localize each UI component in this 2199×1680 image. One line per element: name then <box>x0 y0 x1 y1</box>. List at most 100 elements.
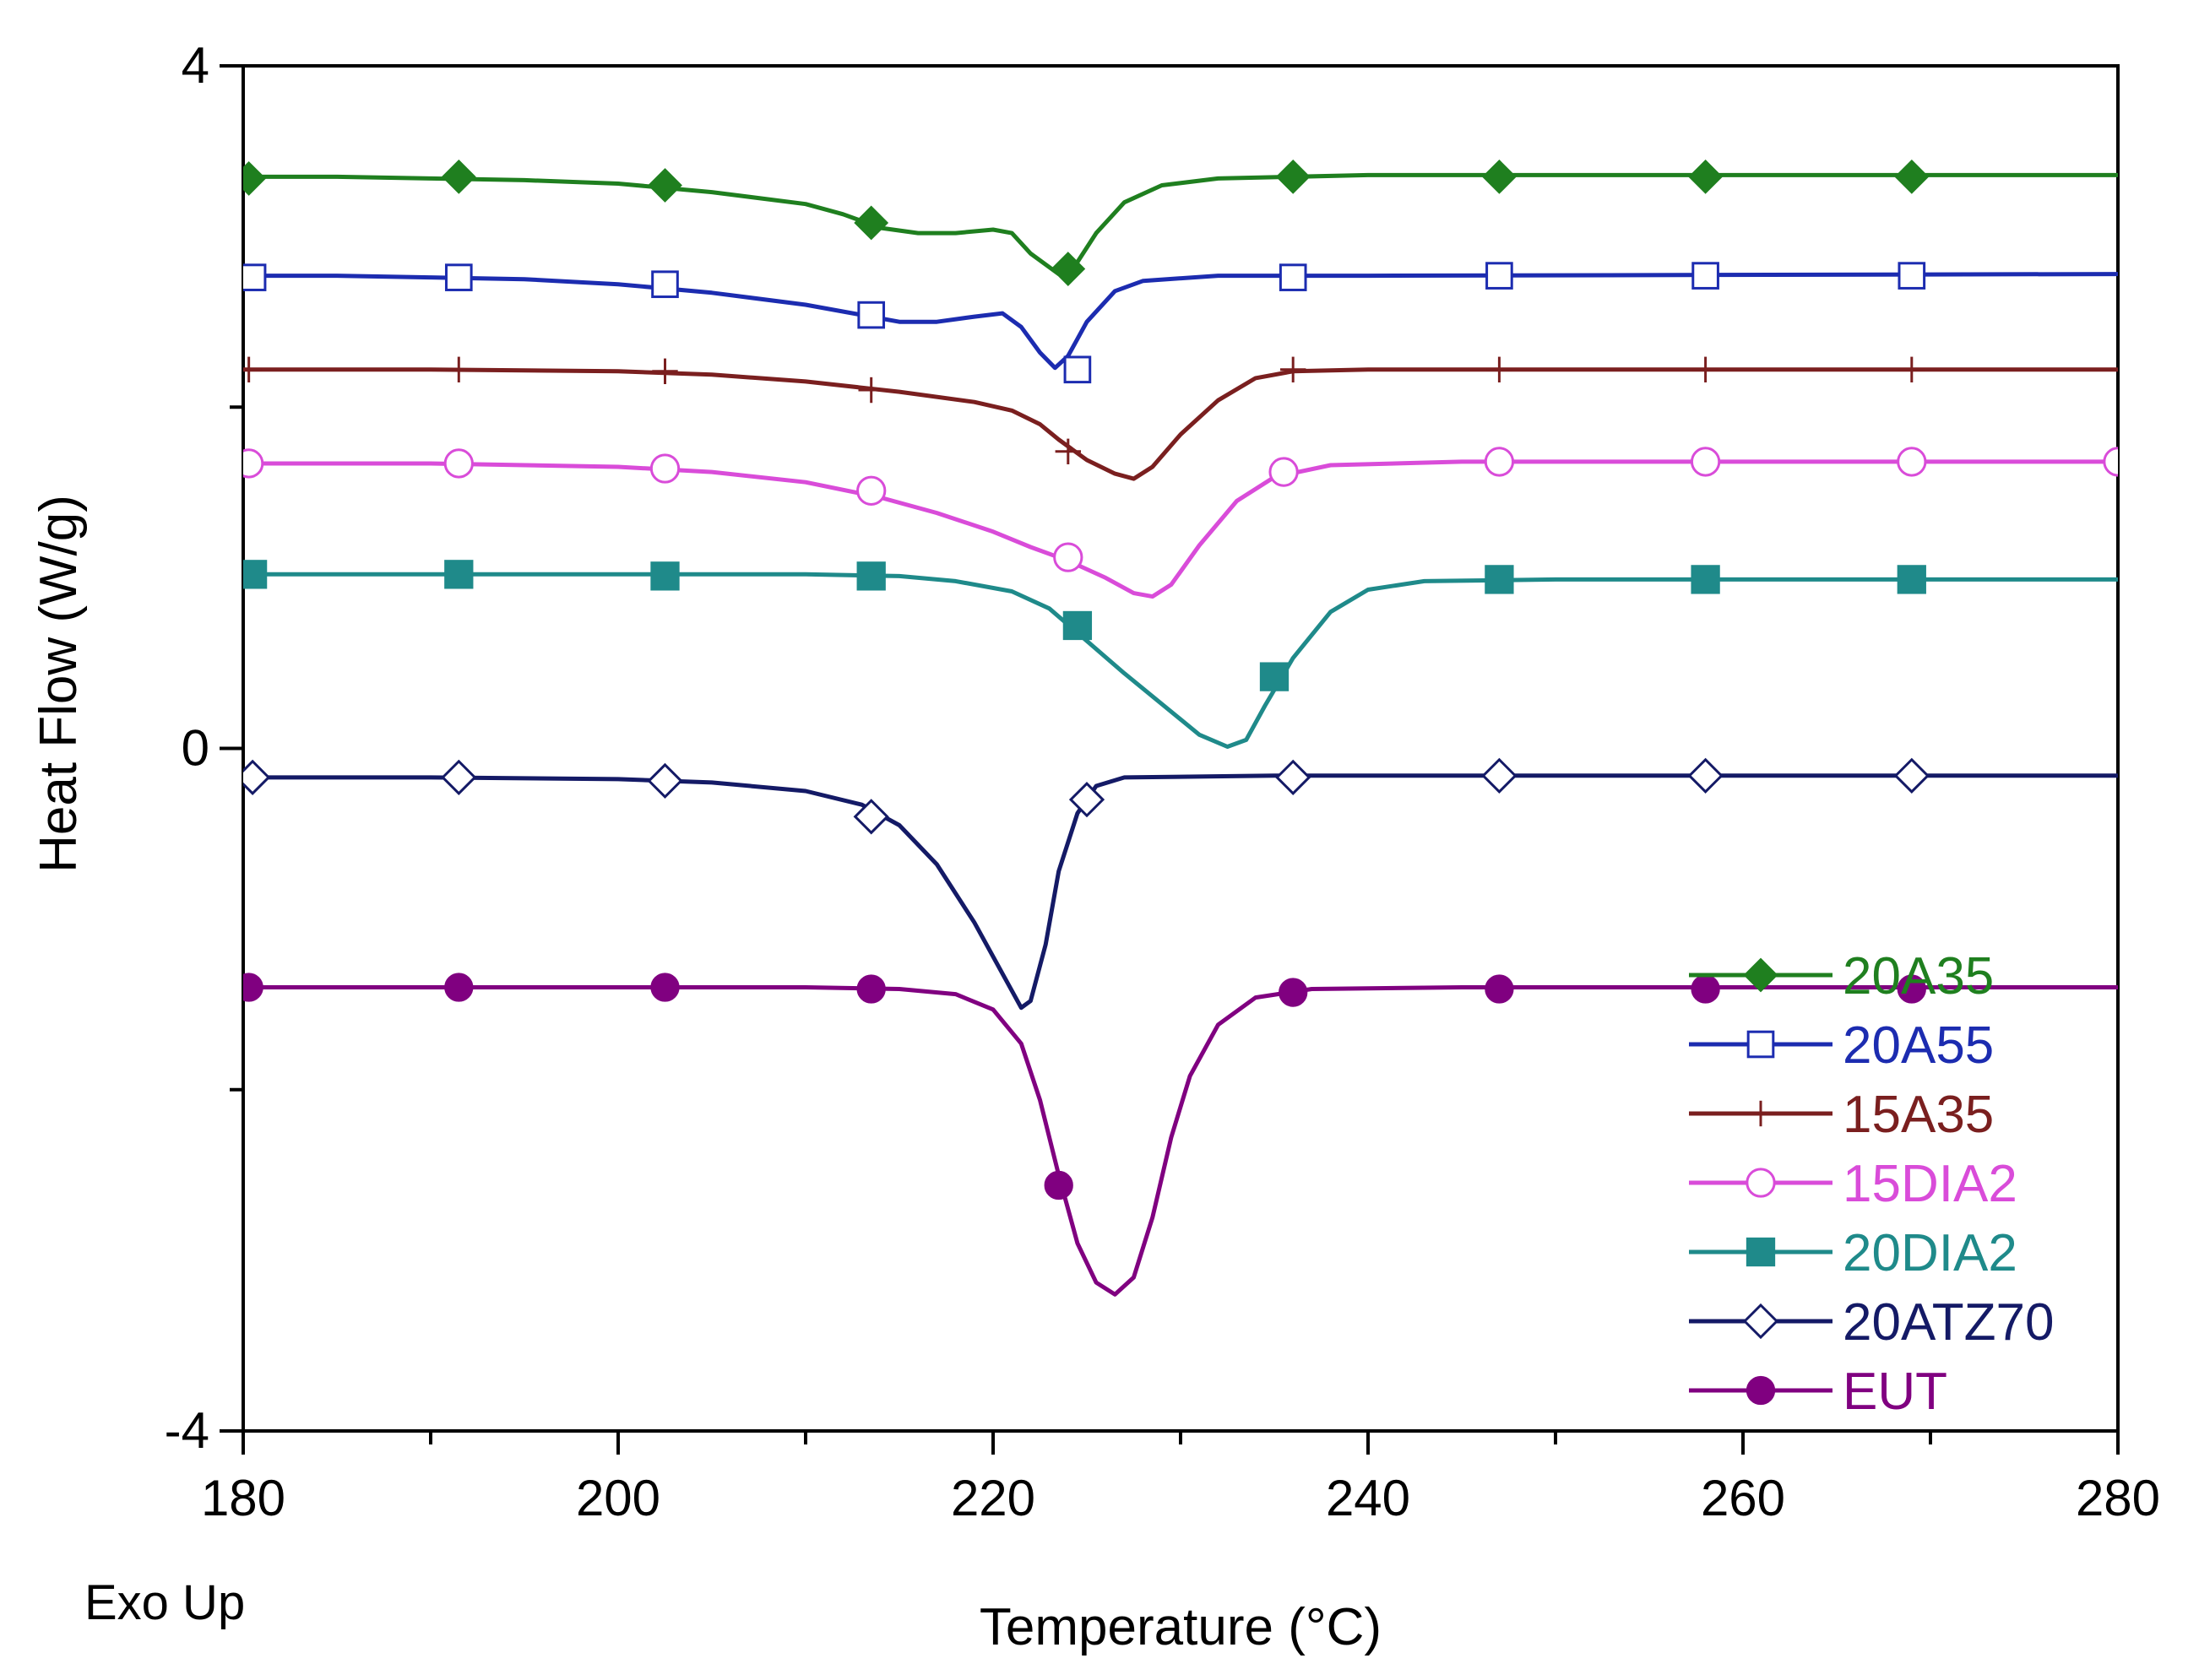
legend-label: 20A35 <box>1843 947 1994 1005</box>
data-point-20DIA2 <box>243 560 268 589</box>
series-line-20A35 <box>243 172 2118 277</box>
legend-entry: 20A35 <box>1689 947 1994 1005</box>
legend-entry: 20DIA2 <box>1689 1224 2017 1282</box>
data-point-20DIA2 <box>1485 565 1514 594</box>
data-point-20A55 <box>1485 262 1513 290</box>
x-tick-label: 180 <box>201 1470 285 1526</box>
legend-label: 15A35 <box>1843 1086 1994 1144</box>
legend: 20A35 20A55 15A35 15DIA2 20DIA2 20ATZ70 EUT <box>1689 947 2054 1421</box>
data-point-20A55 <box>651 270 679 299</box>
data-point-20A35 <box>243 160 267 196</box>
data-point-20A55 <box>243 263 267 291</box>
data-point-15DIA2 <box>243 448 264 479</box>
legend-marker <box>1746 1030 1775 1059</box>
data-point-20DIA2 <box>856 561 886 591</box>
data-point-15DIA2 <box>1268 457 1299 487</box>
plot-frame <box>242 64 2120 1433</box>
legend-label: 15DIA2 <box>1843 1155 2017 1213</box>
data-point-20DIA2 <box>1259 662 1290 691</box>
legend-entry: 15DIA2 <box>1689 1155 2017 1213</box>
data-point-15DIA2 <box>1897 447 1927 477</box>
data-point-20DIA2 <box>1897 565 1926 594</box>
data-point-15DIA2 <box>1053 542 1083 572</box>
data-point-15A35 <box>1280 356 1306 382</box>
data-point-20ATZ70 <box>1275 759 1311 795</box>
legend-marker <box>1746 1168 1776 1198</box>
data-point-15A35 <box>858 377 884 404</box>
data-point-EUT <box>444 973 474 1002</box>
data-point-20ATZ70 <box>1068 782 1105 818</box>
data-point-EUT <box>856 974 886 1004</box>
data-point-20A55 <box>1279 263 1307 291</box>
data-point-20A55 <box>857 301 886 329</box>
x-tick-label: 200 <box>576 1470 660 1526</box>
data-point-20A35 <box>441 159 476 194</box>
y-tick-label: 4 <box>182 37 209 94</box>
legend-entry: 20ATZ70 <box>1689 1293 2054 1352</box>
legend-label: EUT <box>1843 1363 1947 1421</box>
series-line-20DIA2 <box>243 572 2118 749</box>
data-point-20A35 <box>1275 159 1311 194</box>
x-tick-label: 280 <box>2076 1470 2160 1526</box>
data-point-20A55 <box>1063 355 1092 384</box>
legend-entry: EUT <box>1689 1363 1947 1421</box>
data-point-20A35 <box>1051 252 1086 286</box>
data-point-20DIA2 <box>1691 565 1720 594</box>
data-point-20DIA2 <box>444 560 474 589</box>
data-point-20ATZ70 <box>1687 757 1724 794</box>
data-point-20DIA2 <box>1062 610 1093 641</box>
data-point-20ATZ70 <box>1481 757 1518 794</box>
legend-label: 20A55 <box>1843 1016 1994 1075</box>
data-point-EUT <box>1691 974 1720 1004</box>
legend-marker <box>1747 1100 1774 1127</box>
data-point-20A35 <box>1481 159 1517 194</box>
data-point-EUT <box>243 973 263 1002</box>
data-point-20A55 <box>444 263 473 291</box>
data-point-20DIA2 <box>650 561 680 591</box>
data-point-15A35 <box>1898 356 1925 382</box>
legend-marker <box>1746 1375 1776 1406</box>
data-point-15DIA2 <box>1484 447 1515 477</box>
data-point-15A35 <box>446 356 472 382</box>
x-tick-label: 220 <box>951 1470 1035 1526</box>
data-point-15DIA2 <box>1690 447 1721 477</box>
data-point-15A35 <box>1055 438 1081 465</box>
series-line-15A35 <box>243 367 2118 481</box>
data-point-15DIA2 <box>856 475 887 506</box>
data-point-EUT <box>1897 974 1926 1004</box>
series-line-EUT <box>243 985 2118 1297</box>
data-point-20A55 <box>1898 262 1926 290</box>
data-point-20A35 <box>1688 159 1724 194</box>
data-point-EUT <box>650 973 680 1002</box>
legend-entry: 15A35 <box>1689 1086 1994 1144</box>
data-point-15A35 <box>1692 356 1718 382</box>
data-point-EUT <box>1044 1170 1073 1200</box>
data-point-15DIA2 <box>443 448 474 479</box>
series-line-20A55 <box>243 272 2118 371</box>
x-tick-label: 260 <box>1701 1470 1785 1526</box>
y-tick-label: 0 <box>182 720 209 777</box>
data-point-15DIA2 <box>649 453 681 484</box>
legend-label: 20ATZ70 <box>1843 1293 2054 1352</box>
legend-marker <box>1743 957 1778 993</box>
data-point-20A35 <box>648 168 682 203</box>
exo-up-annotation: Exo Up <box>84 1575 245 1630</box>
data-point-20A35 <box>854 205 889 241</box>
data-point-EUT <box>1485 974 1514 1004</box>
data-point-20A55 <box>1691 262 1719 290</box>
series-line-15DIA2 <box>243 459 2118 599</box>
series-line-20ATZ70 <box>243 773 2118 1011</box>
legend-marker <box>1742 1303 1779 1340</box>
data-point-15A35 <box>243 356 262 382</box>
data-point-20A35 <box>1894 159 1930 194</box>
y-axis-label: Heat Flow (W/g) <box>30 495 88 873</box>
data-point-20ATZ70 <box>441 759 477 795</box>
data-point-20ATZ70 <box>243 759 271 795</box>
legend-label: 20DIA2 <box>1843 1224 2017 1282</box>
legend-entry: 20A55 <box>1689 1016 1994 1075</box>
data-point-15A35 <box>652 358 678 385</box>
data-point-15DIA2 <box>2103 447 2118 477</box>
data-point-EUT <box>1279 978 1308 1007</box>
y-tick-label: -4 <box>165 1402 209 1459</box>
